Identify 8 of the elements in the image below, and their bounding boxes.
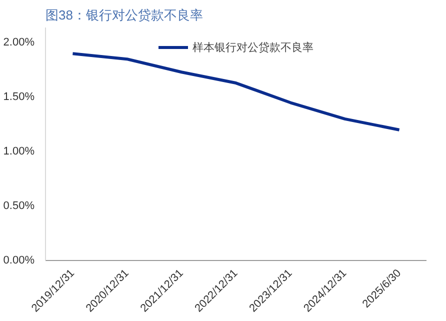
- y-tick-label: 1.00%: [3, 146, 35, 158]
- legend-label: 样本银行对公贷款不良率: [192, 40, 314, 54]
- y-tick-label: 1.50%: [3, 91, 35, 104]
- y-tick-label: 0.50%: [3, 200, 35, 212]
- chart-title: 图38：银行对公贷款不良率: [46, 8, 203, 22]
- line-series: [71, 52, 401, 132]
- y-tick-label: 0.00%: [3, 254, 35, 266]
- y-tick-label: 2.00%: [3, 36, 35, 49]
